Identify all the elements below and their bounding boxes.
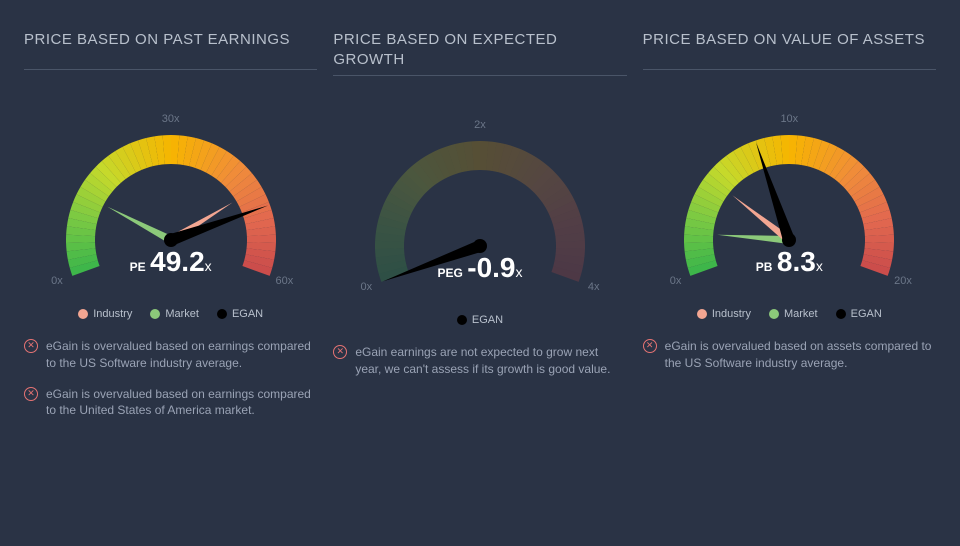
legend: Industry Market EGAN [24,308,317,320]
gauge-wrap: 0x 30x 60x PE 49.2x [24,100,317,300]
legend-item-industry: Industry [78,308,132,320]
metric-value: 8.3 [777,246,816,277]
metric-label: PE [130,260,146,274]
legend-label: Market [784,308,818,320]
gauge-tick-label: 0x [51,275,63,287]
gauge-tick-label: 20x [894,275,912,287]
gauge-value: PB 8.3x [756,246,823,278]
legend-item-egan: EGAN [217,308,263,320]
legend-label: EGAN [472,314,503,326]
gauge-value: PEG -0.9x [437,252,522,284]
metric-suffix: x [516,264,523,280]
gauge-value: PE 49.2x [130,246,212,278]
notes-list: ✕ eGain earnings are not expected to grow… [333,344,626,378]
valuation-panel: PRICE BASED ON PAST EARNINGS 0x 30x 60x PE 4… [24,30,317,419]
valuation-panel: PRICE BASED ON EXPECTED GROWTH 0x 2x 4x PEG … [333,30,626,419]
valuation-panel: PRICE BASED ON VALUE OF ASSETS 0x 10x 20x PB… [643,30,936,419]
gauge-tick-label: 10x [780,113,798,125]
note-item: ✕ eGain earnings are not expected to grow… [333,344,626,378]
legend-label: Industry [93,308,132,320]
legend-dot [217,309,227,319]
x-circle-icon: ✕ [24,339,38,353]
panel-title: PRICE BASED ON VALUE OF ASSETS [643,30,936,70]
legend-item-market: Market [769,308,818,320]
note-text: eGain is overvalued based on assets comp… [665,338,936,372]
gauge-tick-label: 0x [360,281,372,293]
x-circle-icon: ✕ [333,345,347,359]
metric-value: -0.9 [467,252,515,283]
legend-dot [697,309,707,319]
note-text: eGain earnings are not expected to grow … [355,344,626,378]
legend-dot [836,309,846,319]
legend-dot [78,309,88,319]
legend-dot [769,309,779,319]
panel-title: PRICE BASED ON EXPECTED GROWTH [333,30,626,76]
note-item: ✕ eGain is overvalued based on earnings c… [24,386,317,420]
legend-label: Market [165,308,199,320]
legend-label: EGAN [851,308,882,320]
note-item: ✕ eGain is overvalued based on earnings c… [24,338,317,372]
gauge-wrap: 0x 2x 4x PEG -0.9x [333,106,626,306]
legend-item-industry: Industry [697,308,751,320]
notes-list: ✕ eGain is overvalued based on earnings c… [24,338,317,419]
gauge-tick-label: 4x [588,281,600,293]
notes-list: ✕ eGain is overvalued based on assets com… [643,338,936,372]
gauge-tick-label: 2x [474,119,486,131]
legend-label: EGAN [232,308,263,320]
legend-item-market: Market [150,308,199,320]
note-item: ✕ eGain is overvalued based on assets com… [643,338,936,372]
legend: EGAN [333,314,626,326]
gauge-wrap: 0x 10x 20x PB 8.3x [643,100,936,300]
legend-item-egan: EGAN [836,308,882,320]
x-circle-icon: ✕ [24,387,38,401]
legend-label: Industry [712,308,751,320]
metric-label: PEG [437,266,462,280]
dashboard-container: PRICE BASED ON PAST EARNINGS 0x 30x 60x PE 4… [0,0,960,449]
legend: Industry Market EGAN [643,308,936,320]
legend-item-egan: EGAN [457,314,503,326]
metric-suffix: x [205,258,212,274]
gauge-tick-label: 30x [162,113,180,125]
metric-label: PB [756,260,773,274]
legend-dot [150,309,160,319]
note-text: eGain is overvalued based on earnings co… [46,338,317,372]
x-circle-icon: ✕ [643,339,657,353]
note-text: eGain is overvalued based on earnings co… [46,386,317,420]
panel-title: PRICE BASED ON PAST EARNINGS [24,30,317,70]
legend-dot [457,315,467,325]
gauge-tick-label: 0x [670,275,682,287]
metric-value: 49.2 [150,246,205,277]
metric-suffix: x [816,258,823,274]
gauge-tick-label: 60x [275,275,293,287]
